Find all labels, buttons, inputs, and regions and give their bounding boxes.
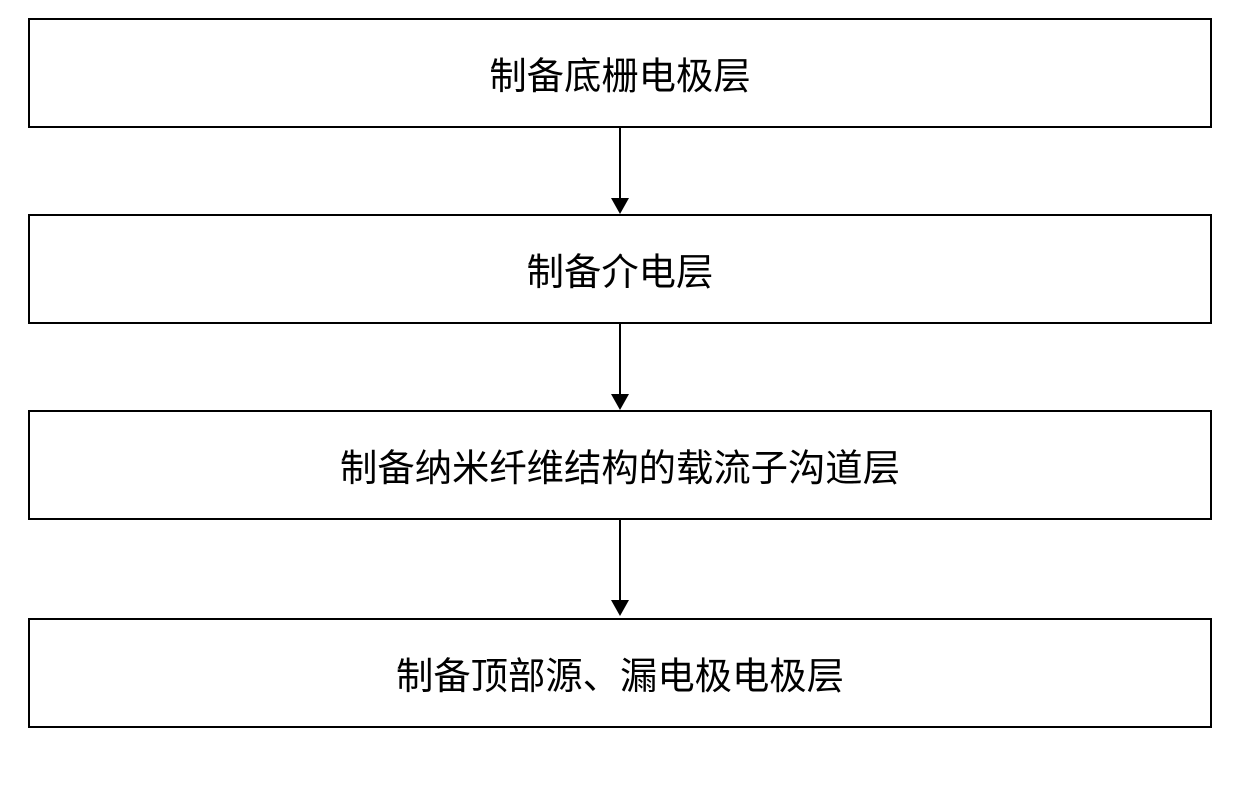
flow-node-2-label: 制备介电层 — [527, 242, 714, 296]
flow-arrowhead-3-4 — [611, 600, 629, 616]
flow-arrowhead-2-3 — [611, 394, 629, 410]
flowchart-canvas: 制备底栅电极层 制备介电层 制备纳米纤维结构的载流子沟道层 制备顶部源、漏电极电… — [0, 0, 1240, 792]
flow-node-2: 制备介电层 — [28, 214, 1212, 324]
flow-arrow-1-2 — [619, 128, 621, 198]
flow-node-3-label: 制备纳米纤维结构的载流子沟道层 — [340, 438, 900, 492]
flow-arrow-3-4 — [619, 520, 621, 600]
flow-node-1-label: 制备底栅电极层 — [489, 46, 750, 100]
flow-node-3: 制备纳米纤维结构的载流子沟道层 — [28, 410, 1212, 520]
flow-arrowhead-1-2 — [611, 198, 629, 214]
flow-node-4-label: 制备顶部源、漏电极电极层 — [396, 646, 844, 700]
flow-arrow-2-3 — [619, 324, 621, 394]
flow-node-1: 制备底栅电极层 — [28, 18, 1212, 128]
flow-node-4: 制备顶部源、漏电极电极层 — [28, 618, 1212, 728]
